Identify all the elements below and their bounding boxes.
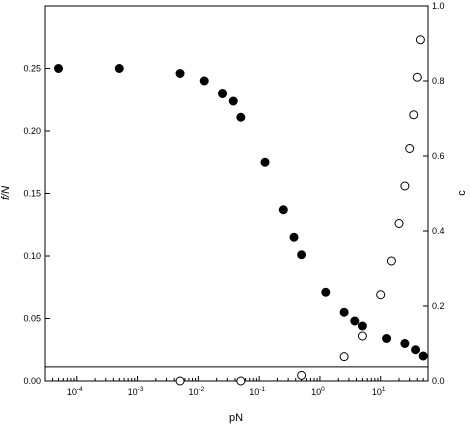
x-tick-label: 10-2 [188,386,204,397]
open-data-point [409,110,419,120]
filled-data-point [289,232,299,242]
y-right-tick-label: 0.8 [432,76,445,86]
open-data-point [376,290,386,300]
filled-data-point [260,157,270,167]
filled-data-point [297,250,307,260]
y-axis-title: f/N [0,186,12,200]
filled-data-point [382,334,392,343]
open-data-point [394,219,404,228]
filled-data-point [53,64,63,73]
y-right-tick-label: 0.6 [432,151,445,161]
open-data-point [400,181,410,191]
open-data-point [357,331,367,341]
filled-data-point [411,345,421,355]
filled-data-point [218,89,228,98]
x-tick-label: 10-4 [67,386,83,397]
x-tick-label: 101 [372,386,386,397]
plot-frame [44,5,429,382]
filled-data-point [175,69,185,78]
y-tick-label: 0.00 [23,376,41,386]
open-data-point [339,352,349,362]
x-axis-title: pN [229,412,243,424]
open-data-point [175,376,185,386]
open-data-point [236,376,246,386]
filled-data-point [357,321,367,331]
filled-data-point [236,112,246,122]
y-right-axis-title: c [456,190,468,196]
y-right-tick-label: 1.0 [432,1,445,11]
y-tick-label: 0.05 [23,314,41,324]
filled-data-point [400,339,410,348]
x-tick-label: 10-3 [128,386,144,397]
y-right-tick-label: 0.0 [432,376,445,386]
filled-data-point [350,316,360,326]
y-right-tick-label: 0.2 [432,301,445,311]
open-data-point [405,144,415,153]
filled-data-point [114,64,124,73]
filled-data-point [339,307,349,317]
y-tick-label: 0.25 [23,64,41,74]
y-tick-label: 0.15 [23,189,41,199]
filled-data-point [228,96,238,106]
y-right-tick-label: 0.4 [432,226,445,236]
filled-data-point [199,76,209,86]
y-tick-label: 0.10 [23,251,41,261]
open-data-point [297,370,307,380]
filled-data-point [418,351,428,361]
x-tick-label: 10-1 [249,386,265,397]
filled-data-point [278,205,288,215]
y-tick-label: 0.20 [23,126,41,136]
open-data-point [412,72,422,82]
open-data-point [415,35,425,45]
filled-data-point [321,287,331,297]
open-data-point [386,256,396,266]
x-tick-label: 100 [311,386,325,397]
